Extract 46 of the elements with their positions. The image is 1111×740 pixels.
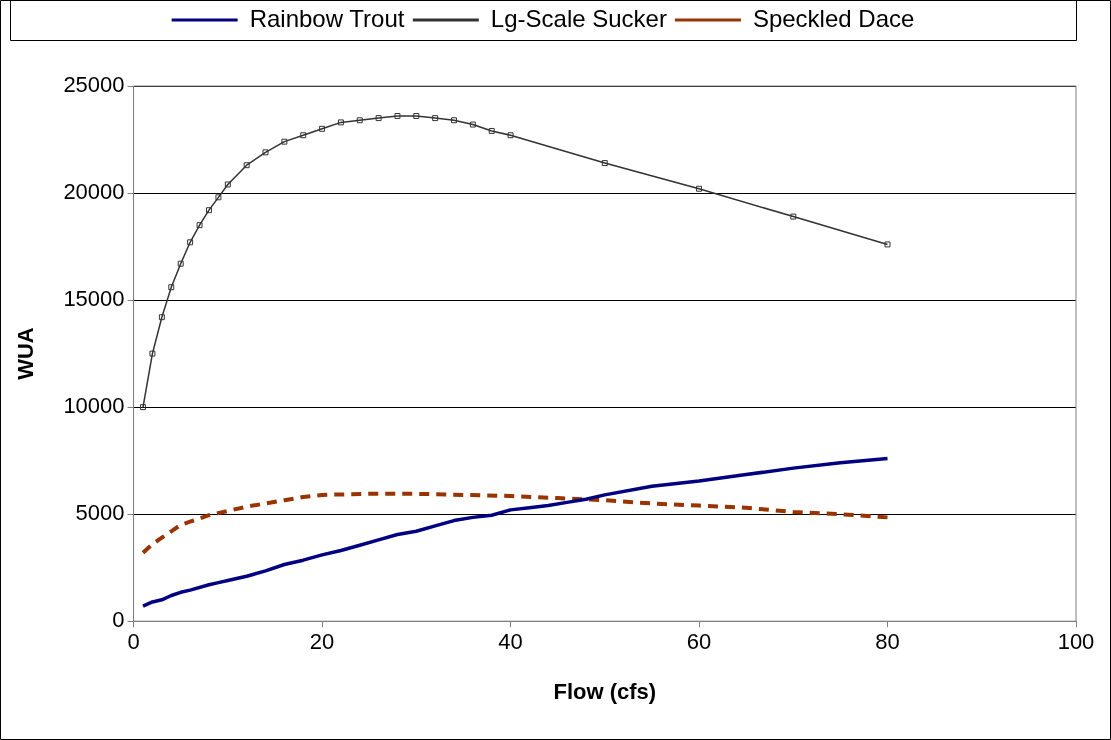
point xyxy=(696,185,703,192)
point xyxy=(884,241,891,248)
point xyxy=(790,213,797,220)
y-tick-label: 20000 xyxy=(63,179,125,205)
x-tick-label: 60 xyxy=(686,629,712,655)
point xyxy=(488,127,495,134)
point xyxy=(300,132,307,139)
point xyxy=(262,149,269,156)
point xyxy=(215,194,222,201)
point xyxy=(206,207,212,214)
y-axis-title: WUA xyxy=(13,327,39,380)
point xyxy=(601,160,608,167)
x-tick-label: 100 xyxy=(1057,629,1095,655)
point xyxy=(243,162,250,169)
legend-label: Rainbow Trout xyxy=(249,4,405,32)
point xyxy=(394,113,401,119)
x-tick-label: 20 xyxy=(309,629,335,655)
point xyxy=(177,260,184,267)
x-axis-title: Flow (cfs) xyxy=(553,678,657,704)
y-tick-label: 10000 xyxy=(63,393,125,419)
point xyxy=(158,314,165,321)
point xyxy=(413,113,420,119)
y-tick-label: 5000 xyxy=(75,500,125,526)
point xyxy=(168,284,175,291)
point xyxy=(375,115,382,122)
point xyxy=(149,350,156,357)
point xyxy=(224,181,231,188)
point xyxy=(451,117,457,124)
point xyxy=(281,138,288,145)
point xyxy=(187,239,194,246)
point xyxy=(337,119,344,126)
y-tick-label: 0 xyxy=(112,607,125,633)
y-tick-label: 15000 xyxy=(63,286,125,312)
legend-label: Speckled Dace xyxy=(752,4,915,32)
legend-label: Lg-Scale Sucker xyxy=(490,4,667,32)
point xyxy=(140,404,146,411)
point xyxy=(196,222,203,229)
point xyxy=(319,125,326,132)
y-tick-label: 25000 xyxy=(63,72,125,98)
x-tick-label: 40 xyxy=(498,629,523,655)
point xyxy=(356,117,363,124)
point xyxy=(432,115,439,122)
point xyxy=(469,121,476,128)
point xyxy=(507,132,514,139)
line-series xyxy=(141,491,890,555)
x-tick-label: 80 xyxy=(875,629,900,655)
